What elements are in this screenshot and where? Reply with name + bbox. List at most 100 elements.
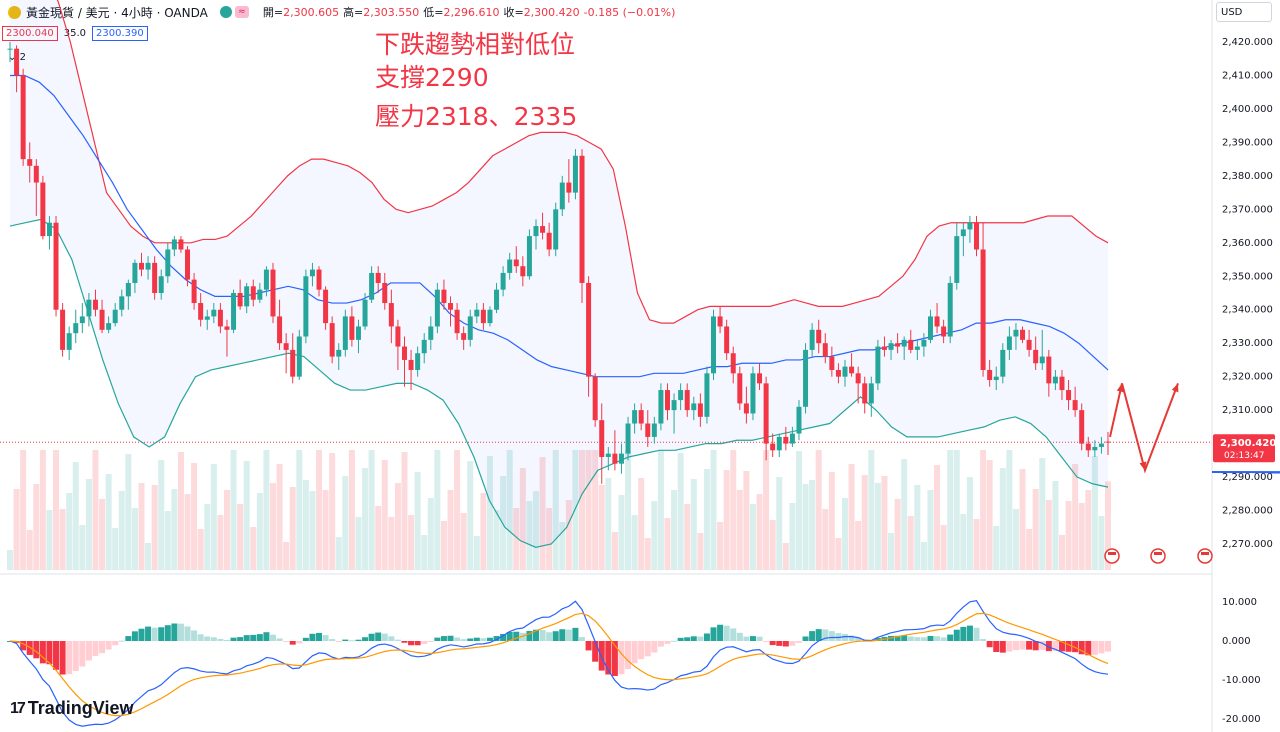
spread-value: 35.0 [63,28,86,39]
macd-histogram-bar [815,629,822,641]
macd-histogram-bar [953,629,960,641]
candle-body [842,366,848,377]
candle-body [1092,446,1098,451]
macd-histogram-bar [526,631,533,641]
projection-arrow-path [1109,383,1179,474]
macd-histogram-bar [999,641,1006,653]
macd-histogram-bar [480,638,487,641]
macd-histogram-bar [473,637,480,641]
volume-bar [552,450,559,570]
candle-body [185,249,191,280]
market-open-icon[interactable] [219,6,232,18]
tradingview-logo[interactable]: 17 TradingView [10,698,134,719]
candle-body [500,272,506,290]
high-label: 高= [343,6,364,19]
volume-bar [72,462,79,570]
candle-body [625,423,631,454]
volume-bar [815,450,822,570]
candle-body [277,316,283,344]
candle-body [296,336,302,377]
macd-histogram-bar [506,631,513,641]
volume-bar [66,493,73,570]
macd-histogram-bar [388,636,395,641]
volume-bar [730,450,737,570]
buy-price-tag[interactable]: 2300.390 [91,26,148,41]
volume-bar [677,453,684,570]
currency-selector[interactable]: USD [1216,2,1272,22]
candle-body [711,316,717,374]
macd-histogram-bar [552,631,559,641]
macd-histogram-bar [66,641,73,675]
annotation-line3: 壓力2318、2335 [375,102,578,131]
volume-bar [756,494,763,570]
candle-body [697,403,703,417]
candle-body [336,349,342,357]
status-pills[interactable]: ≈ [219,6,249,18]
candle-body [415,353,421,370]
volume-bar [782,543,789,570]
candle-body [158,276,164,293]
sell-price-tag[interactable]: 2300.040 [2,26,58,41]
candle-body [1059,376,1065,391]
volume-bar [598,485,605,570]
low-label: 低= [423,6,444,19]
candle-body [526,236,532,277]
volume-bar [276,464,283,570]
macd-histogram-bar [802,636,809,641]
macd-histogram-bar [763,641,770,642]
volume-bar [289,487,296,570]
macd-histogram-bar [177,623,184,641]
macd-histogram-bar [210,637,217,641]
volume-bar [855,521,862,570]
volume-bar [368,450,375,570]
candle-body [250,286,256,300]
symbol-title[interactable]: 黃金現貨 / 美元 · 4小時 · OANDA [26,5,208,20]
volume-bar [1072,464,1079,570]
candle-body [914,346,920,350]
collapse-count: 2 [19,52,26,63]
volume-bar [440,521,447,570]
candle-body [908,339,914,350]
macd-histogram-bar [1026,641,1033,650]
volume-bar [960,514,967,570]
candle-body [862,383,868,404]
volume-bar [579,450,586,570]
volume-bar [335,537,342,570]
candle-body [231,293,237,330]
candle-body [855,373,861,384]
volume-bar [631,515,638,570]
last-price-box [1213,434,1275,463]
volume-bar [539,457,546,570]
volume-bar [618,495,625,570]
candle-body [1026,339,1032,350]
macd-histogram-bar [966,625,973,641]
macd-histogram-bar [85,641,92,661]
candle-body [263,269,269,290]
volume-bar [125,454,132,570]
macd-histogram-bar [822,629,829,641]
data-delay-icon[interactable]: ≈ [234,6,249,18]
volume-bar [697,533,704,570]
volume-bar [795,451,802,570]
indicator-collapse-button[interactable]: ⌄ 2 [8,52,26,63]
candle-body [645,423,651,437]
volume-bar [467,461,474,570]
volume-bar [53,450,60,570]
macd-histogram-bar [625,641,632,670]
open-value: 2,300.605 [283,5,340,19]
macd-histogram-bar [769,641,776,646]
price-axis-label: 2,290.000 [1222,472,1273,483]
volume-bar [947,450,954,570]
candle-body [1039,356,1045,364]
candle-body [901,339,907,347]
candle-body [138,262,144,270]
candle-body [757,373,763,384]
macd-histogram-bar [901,635,908,641]
macd-histogram-bar [855,637,862,641]
macd-histogram-bar [368,633,375,641]
volume-bar [486,456,493,570]
volume-bar [473,536,480,570]
macd-histogram-bar [493,636,500,641]
candle-body [730,353,736,374]
